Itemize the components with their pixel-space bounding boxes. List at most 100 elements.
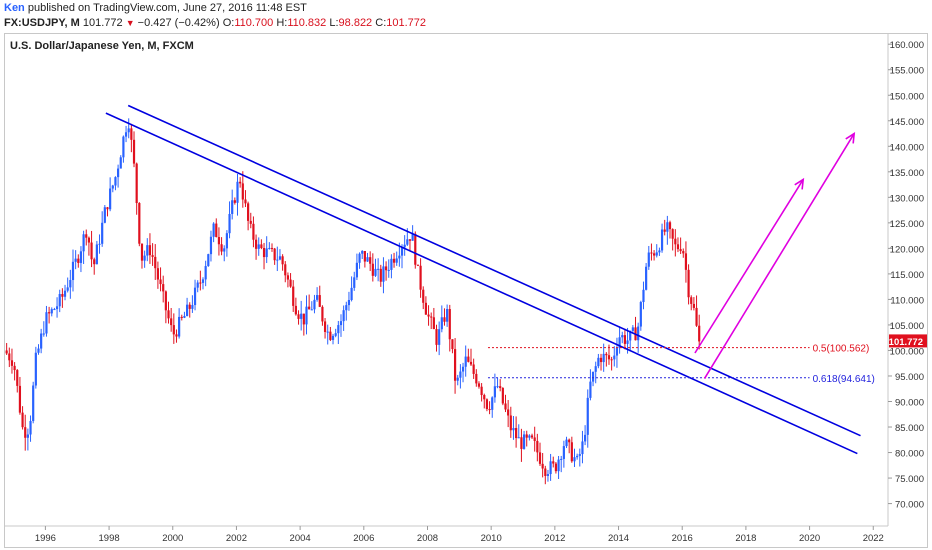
candle-body — [544, 468, 547, 476]
high-value: 110.832 — [287, 17, 327, 29]
candle-body — [345, 305, 348, 311]
candle-body — [95, 244, 98, 265]
candle-body — [398, 255, 401, 259]
candle-body — [146, 245, 149, 256]
candle-body — [175, 334, 178, 337]
candle-body — [138, 203, 141, 244]
candle-body — [32, 385, 35, 422]
candle-body — [682, 251, 685, 254]
x-tick-label: 1998 — [99, 533, 120, 544]
candle-body — [294, 305, 297, 315]
y-tick-label: 150.000 — [890, 91, 924, 102]
candle-body — [366, 257, 369, 262]
close-value: 101.772 — [386, 17, 427, 29]
candle-body — [209, 236, 213, 255]
projection-arrow — [694, 179, 804, 354]
trend-line-upper — [127, 104, 861, 437]
candle-body — [276, 259, 279, 261]
candle-body — [533, 437, 536, 441]
candle-body — [185, 304, 189, 316]
candle-body — [124, 132, 128, 137]
y-tick-label: 140.000 — [890, 142, 924, 153]
x-tick-label: 2000 — [162, 533, 183, 544]
candle-body — [554, 463, 558, 472]
candle-body — [273, 248, 276, 261]
fib-level-label: 0.618(94.641) — [813, 374, 875, 385]
candle-body — [53, 309, 56, 311]
candle-body — [156, 268, 159, 280]
candle-body — [55, 306, 59, 310]
candle-body — [207, 254, 210, 267]
low-label: L: — [329, 17, 339, 29]
candle-body — [607, 355, 611, 360]
candle-body — [111, 185, 114, 189]
x-tick-label: 2006 — [353, 533, 374, 544]
y-tick-label: 85.000 — [895, 423, 924, 434]
candle-body — [318, 295, 321, 307]
y-tick-label: 160.000 — [890, 40, 924, 51]
candle-body — [339, 321, 343, 326]
candle-body — [623, 335, 627, 344]
candle-body — [225, 233, 228, 249]
low-value: 98.822 — [338, 17, 373, 29]
candle-body — [58, 294, 61, 307]
candle-body — [384, 266, 388, 271]
candle-body — [178, 316, 181, 337]
candle-body — [254, 239, 258, 249]
candle-body — [334, 333, 337, 336]
candle-body — [573, 457, 576, 462]
candle-body — [363, 250, 366, 262]
candle-body — [610, 359, 613, 361]
candle-body — [488, 409, 491, 411]
publish-text: published on TradingView.com, June 27, 2… — [24, 2, 307, 14]
candle-body — [501, 387, 504, 404]
projection-arrow-head — [845, 131, 856, 144]
candle-body — [390, 258, 393, 270]
candle-body — [331, 335, 335, 340]
candle-body — [162, 284, 165, 292]
candle-body — [191, 305, 194, 309]
candle-body — [122, 136, 125, 158]
candle-body — [615, 348, 619, 356]
candle-body — [329, 331, 332, 340]
candle-body — [480, 386, 483, 396]
candle-body — [517, 437, 520, 439]
candle-body — [469, 361, 473, 365]
candle-body — [16, 370, 19, 386]
candle-body — [639, 302, 642, 327]
candle-body — [684, 253, 688, 270]
candle-body — [676, 244, 680, 250]
open-label: O: — [222, 17, 235, 29]
candle-body — [403, 244, 406, 248]
author-name[interactable]: Ken — [4, 2, 25, 14]
candle-body — [507, 409, 510, 416]
candle-body — [233, 200, 236, 203]
candle-body — [292, 286, 295, 306]
candle-body — [427, 314, 430, 317]
candle-body — [456, 377, 459, 381]
x-tick-label: 2008 — [417, 533, 438, 544]
candle-body — [472, 364, 475, 374]
candle-body — [289, 279, 292, 287]
candle-body — [467, 356, 470, 362]
candle-body — [326, 331, 329, 333]
candle-body — [446, 309, 449, 322]
candle-body — [621, 335, 624, 338]
candle-body — [528, 435, 531, 438]
candle-body — [37, 348, 40, 353]
candle-body — [419, 265, 422, 290]
y-tick-label: 90.000 — [895, 398, 924, 409]
candle-body — [82, 234, 85, 252]
trend-line-lower — [105, 112, 858, 455]
candle-body — [204, 266, 207, 280]
y-tick-label: 115.000 — [890, 270, 924, 281]
symbol-label[interactable]: FX:USDJPY, M — [4, 17, 80, 29]
candle-body — [461, 366, 465, 372]
candle-body — [485, 399, 489, 410]
candle-body — [687, 269, 690, 298]
candle-body — [522, 434, 526, 449]
candle-body — [578, 454, 581, 456]
y-tick-label: 100.000 — [890, 346, 924, 357]
y-tick-label: 95.000 — [895, 372, 924, 383]
